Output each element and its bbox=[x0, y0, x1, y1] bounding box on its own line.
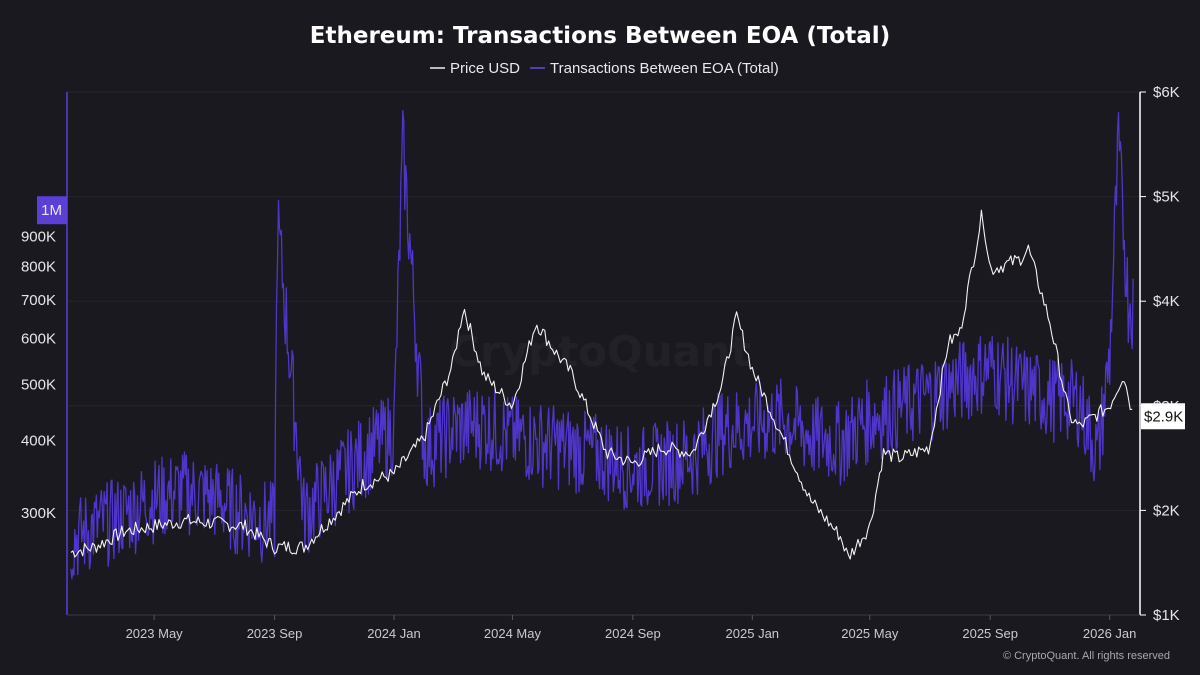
legend-price-label[interactable]: Price USD bbox=[450, 60, 520, 77]
left-tick-label: 300K bbox=[21, 505, 56, 522]
left-tick-label: 600K bbox=[21, 331, 56, 348]
copyright-credit: © CryptoQuant. All rights reserved bbox=[1003, 650, 1170, 662]
right-current-tag: $2.9K bbox=[1141, 403, 1185, 430]
left-highlight-tag-label: 1M bbox=[41, 202, 62, 219]
left-tick-label: 500K bbox=[21, 377, 56, 394]
x-tick-label: 2023 May bbox=[126, 626, 184, 641]
chart-title: Ethereum: Transactions Between EOA (Tota… bbox=[310, 23, 890, 49]
watermark: CryptoQuant bbox=[449, 327, 751, 376]
right-tick-label: $4K bbox=[1153, 293, 1180, 310]
right-tick-label: $6K bbox=[1153, 84, 1180, 101]
right-current-tag-bg bbox=[1141, 403, 1185, 430]
right-tick-label: $1K bbox=[1153, 607, 1180, 624]
right-tick-label: $2K bbox=[1153, 502, 1180, 519]
x-tick-label: 2025 Jan bbox=[726, 626, 780, 641]
left-tick-label: 900K bbox=[21, 229, 56, 246]
x-tick-label: 2025 Sep bbox=[962, 626, 1018, 641]
price-series-line bbox=[70, 209, 1133, 560]
left-tick-label: 800K bbox=[21, 258, 56, 275]
right-current-tag-label: $2.9K bbox=[1144, 408, 1183, 425]
x-tick-label: 2026 Jan bbox=[1083, 626, 1137, 641]
eoa-series-line bbox=[70, 110, 1134, 580]
left-y-axis-ticks: 300K 400K 500K 600K 700K 800K 900K bbox=[21, 229, 56, 522]
right-tick-label: $5K bbox=[1153, 189, 1180, 206]
x-tick-label: 2023 Sep bbox=[247, 626, 303, 641]
legend: Price USD Transactions Between EOA (Tota… bbox=[430, 60, 779, 77]
x-tick-label: 2024 May bbox=[484, 626, 542, 641]
right-y-axis-ticks: $1K$2K$3K$4K$5K$6K bbox=[1140, 84, 1180, 624]
x-tick-label: 2024 Jan bbox=[367, 626, 421, 641]
x-tick-label: 2025 May bbox=[841, 626, 899, 641]
left-highlight-tag: 1M bbox=[37, 196, 67, 225]
left-tick-label: 700K bbox=[21, 292, 56, 309]
left-tick-label: 400K bbox=[21, 433, 56, 450]
x-tick-label: 2024 Sep bbox=[605, 626, 661, 641]
left-highlight-tag-bg bbox=[37, 196, 67, 225]
x-axis-ticks: 2023 May 2023 Sep 2024 Jan 2024 May 2024 Sep… bbox=[126, 615, 1137, 641]
legend-eoa-label[interactable]: Transactions Between EOA (Total) bbox=[550, 60, 779, 77]
